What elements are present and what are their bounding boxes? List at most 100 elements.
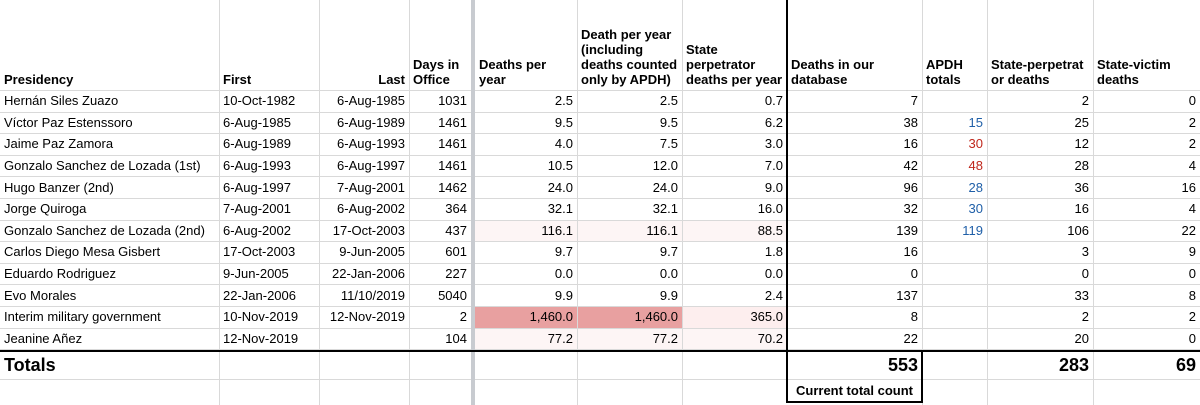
cell-apdh[interactable]: 28 bbox=[968, 179, 983, 195]
header-days[interactable]: Days in Office bbox=[413, 57, 460, 87]
cell-death-per-year-incl[interactable]: 9.9 bbox=[659, 287, 678, 303]
header-last[interactable]: Last bbox=[378, 72, 405, 87]
cell-first[interactable]: 6-Aug-1985 bbox=[223, 114, 291, 130]
cell-days[interactable]: 1462 bbox=[438, 179, 467, 195]
cell-state-perp[interactable]: 28 bbox=[1074, 158, 1089, 174]
cell-death-per-year-incl[interactable]: 32.1 bbox=[652, 201, 678, 217]
cell-state-perp-per-year[interactable]: 88.5 bbox=[682, 219, 787, 242]
cell-presidency[interactable]: Eduardo Rodriguez bbox=[4, 266, 117, 282]
totals-state-perp[interactable]: 283 bbox=[1058, 355, 1089, 375]
cell-state-perp-per-year[interactable]: 0.0 bbox=[764, 266, 783, 282]
cell-apdh[interactable] bbox=[922, 284, 987, 306]
cell-state-perp-per-year[interactable]: 6.2 bbox=[764, 114, 783, 130]
totals-state-victim[interactable]: 69 bbox=[1175, 355, 1196, 375]
cell-state-perp[interactable]: 12 bbox=[1074, 136, 1089, 152]
cell-presidency[interactable]: Jeanine Añez bbox=[4, 330, 83, 346]
cell-days[interactable]: 5040 bbox=[438, 287, 467, 303]
cell-days[interactable]: 437 bbox=[445, 222, 467, 238]
cell-days[interactable]: 227 bbox=[445, 266, 467, 282]
cell-deaths-per-year[interactable]: 9.5 bbox=[554, 114, 573, 130]
cell-death-per-year-incl[interactable]: 9.7 bbox=[659, 244, 678, 260]
cell-first[interactable]: 6-Aug-1993 bbox=[223, 158, 291, 174]
header-deaths-db[interactable]: Deaths in our database bbox=[791, 57, 875, 87]
cell-last[interactable]: 17-Oct-2003 bbox=[332, 222, 405, 238]
cell-last[interactable]: 7-Aug-2001 bbox=[337, 179, 405, 195]
cell-state-perp[interactable]: 25 bbox=[1074, 114, 1089, 130]
cell-apdh[interactable] bbox=[922, 263, 987, 285]
cell-presidency[interactable]: Gonzalo Sanchez de Lozada (2nd) bbox=[4, 222, 205, 238]
cell-state-victim[interactable]: 2 bbox=[1188, 114, 1196, 130]
cell-state-perp[interactable]: 3 bbox=[1081, 244, 1089, 260]
cell-state-perp-per-year[interactable]: 70.2 bbox=[682, 327, 787, 350]
cell-last[interactable]: 12-Nov-2019 bbox=[329, 309, 405, 325]
cell-presidency[interactable]: Evo Morales bbox=[4, 287, 77, 303]
cell-apdh[interactable]: 30 bbox=[968, 136, 983, 152]
cell-state-perp[interactable]: 33 bbox=[1074, 287, 1089, 303]
cell-last[interactable]: 11/10/2019 bbox=[340, 287, 405, 303]
cell-apdh[interactable] bbox=[922, 328, 987, 350]
cell-first[interactable]: 9-Jun-2005 bbox=[223, 266, 289, 282]
cell-days[interactable]: 1461 bbox=[438, 158, 467, 174]
cell-state-perp-per-year[interactable]: 2.4 bbox=[764, 287, 783, 303]
cell-deaths-per-year[interactable]: 0.0 bbox=[554, 266, 573, 282]
cell-state-victim[interactable]: 2 bbox=[1188, 136, 1196, 152]
cell-state-victim[interactable]: 16 bbox=[1181, 179, 1196, 195]
cell-days[interactable]: 601 bbox=[445, 244, 467, 260]
cell-state-victim[interactable]: 8 bbox=[1188, 287, 1196, 303]
cell-deaths-db[interactable]: 96 bbox=[903, 179, 918, 195]
cell-deaths-per-year[interactable]: 77.2 bbox=[475, 327, 577, 350]
cell-deaths-per-year[interactable]: 2.5 bbox=[554, 93, 573, 109]
cell-deaths-db[interactable]: 16 bbox=[903, 136, 918, 152]
cell-state-perp-per-year[interactable]: 0.7 bbox=[764, 93, 783, 109]
cell-last[interactable]: 6-Aug-1997 bbox=[337, 158, 405, 174]
cell-state-perp-per-year[interactable]: 365.0 bbox=[682, 306, 787, 328]
cell-first[interactable]: 6-Aug-1997 bbox=[223, 179, 291, 195]
cell-first[interactable]: 6-Aug-1989 bbox=[223, 136, 291, 152]
cell-presidency[interactable]: Jaime Paz Zamora bbox=[4, 136, 114, 152]
cell-last[interactable]: 22-Jan-2006 bbox=[332, 266, 405, 282]
cell-apdh[interactable] bbox=[922, 306, 987, 328]
cell-presidency[interactable]: Hernán Siles Zuazo bbox=[4, 93, 119, 109]
header-state-perp[interactable]: State-perpetrat or deaths bbox=[991, 57, 1084, 87]
cell-death-per-year-incl[interactable]: 24.0 bbox=[652, 179, 678, 195]
cell-days[interactable]: 1461 bbox=[438, 114, 467, 130]
cell-state-perp[interactable]: 36 bbox=[1074, 179, 1089, 195]
cell-state-victim[interactable]: 0 bbox=[1188, 266, 1196, 282]
cell-death-per-year-incl[interactable]: 12.0 bbox=[652, 158, 678, 174]
cell-deaths-per-year[interactable]: 32.1 bbox=[547, 201, 573, 217]
cell-presidency[interactable]: Carlos Diego Mesa Gisbert bbox=[4, 244, 161, 260]
cell-presidency[interactable]: Gonzalo Sanchez de Lozada (1st) bbox=[4, 158, 201, 174]
cell-deaths-db[interactable]: 38 bbox=[903, 114, 918, 130]
cell-deaths-per-year[interactable]: 116.1 bbox=[475, 219, 577, 242]
cell-deaths-per-year[interactable]: 4.0 bbox=[554, 136, 573, 152]
cell-first[interactable]: 22-Jan-2006 bbox=[223, 287, 296, 303]
cell-apdh[interactable] bbox=[922, 90, 987, 112]
cell-deaths-per-year[interactable]: 9.7 bbox=[554, 244, 573, 260]
cell-death-per-year-incl[interactable]: 7.5 bbox=[659, 136, 678, 152]
cell-days[interactable]: 2 bbox=[459, 309, 467, 325]
cell-deaths-db[interactable]: 32 bbox=[903, 201, 918, 217]
cell-days[interactable]: 104 bbox=[445, 330, 467, 346]
cell-deaths-per-year[interactable]: 9.9 bbox=[554, 287, 573, 303]
cell-state-perp[interactable]: 20 bbox=[1074, 330, 1089, 346]
header-presidency[interactable]: Presidency bbox=[4, 72, 74, 87]
cell-last[interactable]: 6-Aug-1993 bbox=[337, 136, 405, 152]
cell-state-perp[interactable]: 2 bbox=[1081, 93, 1089, 109]
cell-death-per-year-incl[interactable]: 77.2 bbox=[577, 327, 682, 350]
cell-apdh[interactable]: 48 bbox=[968, 158, 983, 174]
totals-note[interactable]: Current total count bbox=[796, 382, 913, 398]
cell-state-victim[interactable]: 4 bbox=[1188, 158, 1196, 174]
totals-deaths-db[interactable]: 553 bbox=[887, 355, 918, 375]
cell-state-perp-per-year[interactable]: 7.0 bbox=[764, 158, 783, 174]
cell-state-victim[interactable]: 4 bbox=[1188, 201, 1196, 217]
cell-deaths-per-year[interactable]: 1,460.0 bbox=[475, 306, 577, 328]
cell-deaths-per-year[interactable]: 24.0 bbox=[547, 179, 573, 195]
cell-last[interactable] bbox=[319, 328, 409, 350]
cell-state-perp-per-year[interactable]: 16.0 bbox=[757, 201, 783, 217]
cell-deaths-db[interactable]: 7 bbox=[910, 93, 918, 109]
cell-first[interactable]: 10-Oct-1982 bbox=[223, 93, 296, 109]
cell-first[interactable]: 10-Nov-2019 bbox=[223, 309, 299, 325]
cell-presidency[interactable]: Interim military government bbox=[4, 309, 161, 325]
cell-state-perp[interactable]: 106 bbox=[1067, 222, 1089, 238]
cell-last[interactable]: 6-Aug-2002 bbox=[337, 201, 405, 217]
